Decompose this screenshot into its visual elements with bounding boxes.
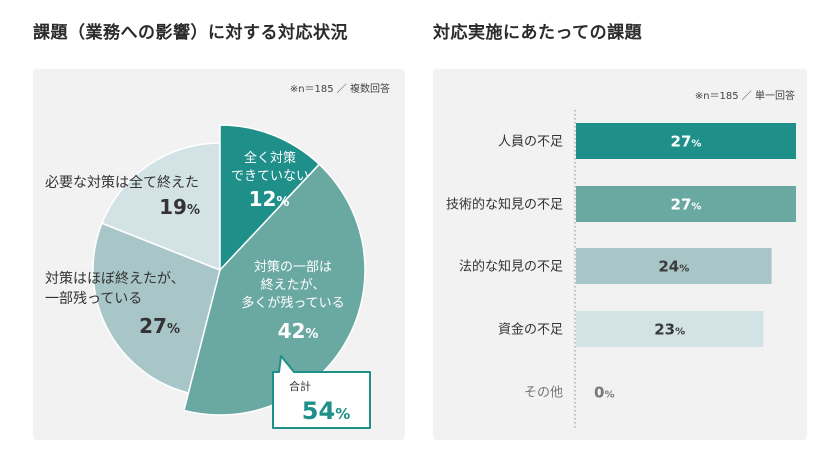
pie-slice-value-unit: % — [167, 322, 180, 337]
bar-value-label-unit: % — [679, 264, 689, 275]
bar-value-label-number: 23 — [654, 321, 675, 339]
pie-slice-label: できていない — [231, 169, 309, 184]
bar-value-label: 24% — [658, 258, 689, 276]
bar-value-label-number: 27 — [671, 196, 692, 214]
bar-category-label: 資金の不足 — [498, 322, 563, 338]
pie-slice-value-number: 42 — [278, 319, 306, 343]
pie-slice-value: 12% — [249, 187, 290, 211]
pie-slice-value: 42% — [278, 319, 319, 343]
callout-value: 54% — [302, 397, 350, 425]
bar — [576, 248, 772, 284]
bar-value-label-unit: % — [604, 390, 614, 401]
pie-chart-title: 課題（業務への影響）に対する対応状況 — [33, 23, 348, 43]
bar-category-label: 技術的な知見の不足 — [446, 197, 563, 213]
pie-slice-value-number: 12 — [249, 187, 277, 211]
pie-slice-value: 19% — [159, 195, 200, 219]
pie-slice-value-unit: % — [187, 203, 200, 218]
bar-value-label-unit: % — [675, 327, 685, 338]
pie-slice-value-number: 19 — [159, 195, 187, 219]
bar-value-label-number: 24 — [658, 258, 679, 276]
pie-slice — [101, 142, 221, 271]
pie-slice-value-unit: % — [305, 327, 318, 342]
callout-value-number: 54 — [302, 397, 335, 425]
callout-value-unit: % — [335, 405, 350, 423]
pie-slice — [92, 222, 221, 394]
bar-value-label: 0% — [594, 384, 614, 402]
bar — [576, 311, 764, 347]
total-callout: 合計 54% — [272, 355, 371, 429]
bar-value-label-number: 0 — [594, 384, 604, 402]
pie-slice-label: 全く対策 — [244, 150, 296, 166]
pie-slice-label: 必要な対策は全て終えた — [45, 174, 199, 191]
pie-slice-label: 対策の一部は — [254, 259, 332, 275]
bar-value-label: 27% — [671, 133, 702, 151]
bar — [576, 123, 796, 159]
pie-slice — [183, 163, 366, 416]
callout-label: 合計 — [289, 379, 311, 393]
bar-category-label: 人員の不足 — [498, 135, 563, 150]
bar-value-label: 27% — [671, 196, 702, 214]
bar — [576, 186, 796, 222]
pie-slice-label: 対策はほぼ終えたが、 — [45, 270, 185, 287]
bar-chart-sample-note: ※n＝185 ／ 単一回答 — [694, 91, 795, 102]
bar-category-label: その他 — [524, 386, 563, 401]
pie-slice-value-number: 27 — [139, 314, 167, 338]
bar-chart-title: 対応実施にあたっての課題 — [433, 23, 643, 43]
bar-value-label-unit: % — [691, 139, 701, 150]
pie-slice-label: 終えたが、 — [261, 277, 326, 293]
pie-slice-label: 一部残っている — [45, 291, 142, 307]
bar-value-label-unit: % — [691, 202, 701, 213]
bar-value-label: 23% — [654, 321, 685, 339]
pie-slice-value: 27% — [139, 314, 180, 338]
bar-value-label-number: 27 — [671, 133, 692, 151]
bar-category-label: 法的な知見の不足 — [459, 259, 563, 275]
pie-slice-label: 多くが残っている — [241, 295, 344, 311]
pie-slice-value-unit: % — [276, 195, 289, 210]
bar-chart: 人員の不足 27% 技術的な知見の不足 27% 法的な知見の不足 24% 資金の不足 23% そ… — [446, 110, 796, 428]
pie-chart-sample-note: ※n＝185 ／ 複数回答 — [289, 84, 390, 95]
callout-box — [272, 355, 371, 429]
pie-slice — [219, 124, 321, 271]
